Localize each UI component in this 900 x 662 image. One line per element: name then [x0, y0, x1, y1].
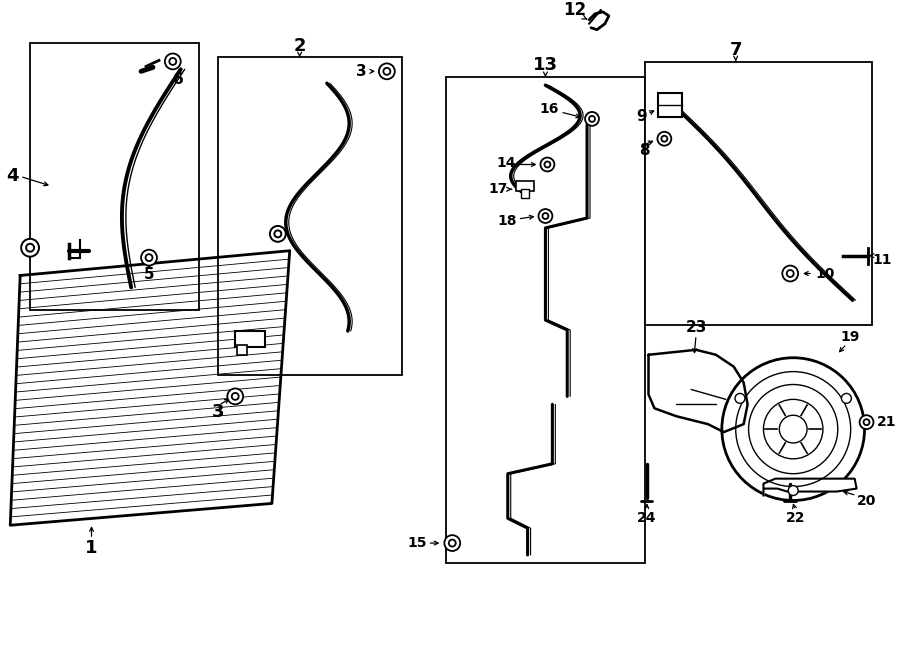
Circle shape: [589, 116, 595, 122]
Circle shape: [860, 415, 874, 429]
Circle shape: [22, 239, 39, 257]
Circle shape: [379, 64, 395, 79]
Text: 20: 20: [857, 495, 877, 508]
Text: 5: 5: [144, 267, 154, 282]
Text: 9: 9: [636, 109, 646, 124]
Bar: [235, 331, 265, 347]
Text: 18: 18: [497, 214, 517, 228]
Text: 24: 24: [637, 511, 656, 525]
Text: 2: 2: [293, 36, 306, 54]
Text: 14: 14: [496, 156, 516, 171]
Text: 23: 23: [686, 320, 706, 334]
Text: 1: 1: [86, 539, 98, 557]
Bar: [30, 42, 199, 310]
Text: 15: 15: [407, 536, 427, 550]
Text: 13: 13: [533, 56, 558, 74]
Text: 19: 19: [840, 330, 860, 344]
Text: 7: 7: [730, 40, 742, 58]
Text: 10: 10: [815, 267, 834, 281]
Circle shape: [538, 209, 553, 223]
Circle shape: [165, 54, 181, 70]
Text: 6: 6: [174, 71, 184, 87]
Bar: [644, 62, 872, 325]
Circle shape: [169, 58, 176, 65]
Circle shape: [735, 393, 745, 403]
Bar: [219, 58, 401, 375]
Text: 3: 3: [356, 64, 367, 79]
Circle shape: [543, 213, 548, 219]
Circle shape: [722, 357, 865, 500]
Circle shape: [146, 254, 152, 261]
Circle shape: [141, 250, 157, 265]
Circle shape: [782, 265, 798, 281]
Circle shape: [449, 540, 455, 547]
Circle shape: [787, 270, 794, 277]
Circle shape: [26, 244, 34, 252]
Text: 22: 22: [786, 511, 805, 525]
Text: 11: 11: [872, 253, 892, 267]
Circle shape: [232, 393, 239, 400]
Polygon shape: [763, 479, 857, 495]
Bar: [659, 93, 682, 117]
Circle shape: [228, 389, 243, 404]
Circle shape: [842, 393, 851, 403]
Circle shape: [383, 68, 391, 75]
Bar: [446, 77, 644, 563]
Polygon shape: [10, 251, 290, 525]
Circle shape: [541, 158, 554, 171]
Bar: [516, 181, 534, 191]
Polygon shape: [649, 350, 748, 432]
Bar: [238, 345, 248, 355]
Circle shape: [270, 226, 286, 242]
Circle shape: [585, 112, 598, 126]
Circle shape: [445, 535, 460, 551]
Text: 3: 3: [212, 403, 225, 421]
Text: 4: 4: [6, 167, 19, 185]
Text: 21: 21: [877, 415, 896, 429]
Circle shape: [657, 132, 671, 146]
Circle shape: [788, 486, 798, 495]
Circle shape: [864, 419, 869, 425]
Text: 12: 12: [563, 1, 587, 19]
Text: 16: 16: [540, 102, 559, 116]
Bar: [521, 189, 528, 198]
Circle shape: [544, 162, 551, 167]
Circle shape: [274, 230, 282, 238]
Text: 17: 17: [489, 182, 508, 196]
Circle shape: [662, 136, 667, 142]
Text: 8: 8: [639, 143, 650, 158]
